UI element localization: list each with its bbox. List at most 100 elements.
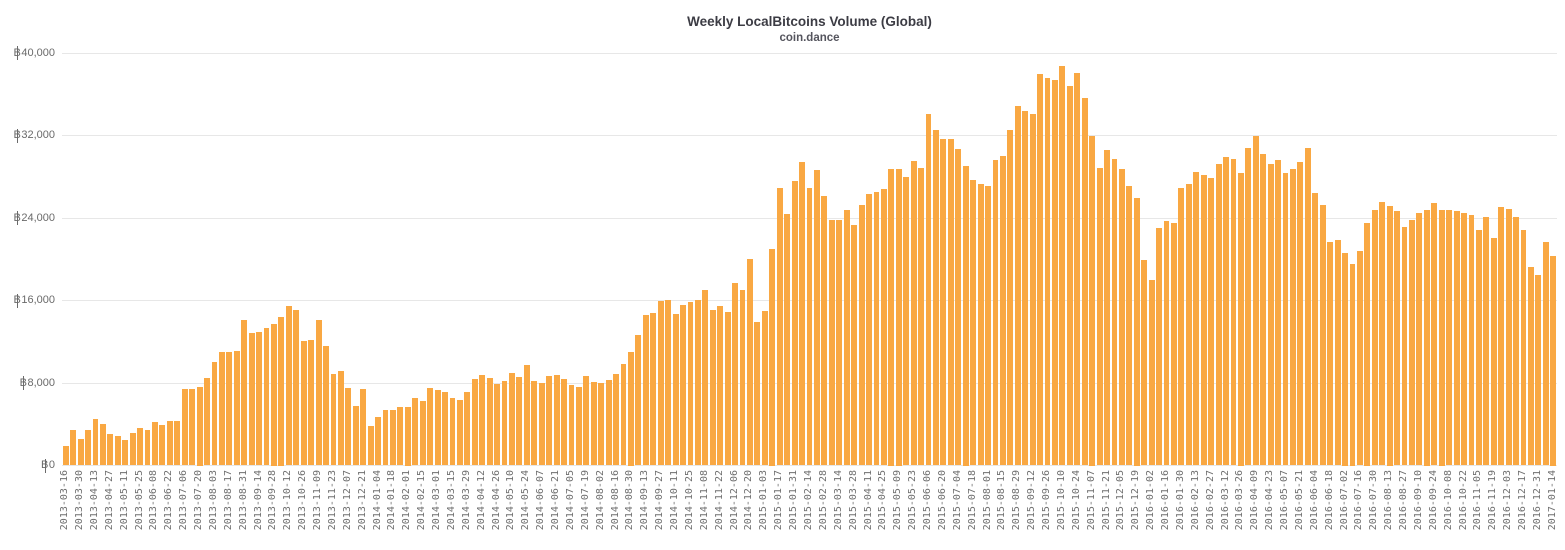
volume-bar[interactable] <box>999 155 1006 466</box>
volume-bar[interactable] <box>181 389 188 466</box>
volume-bar[interactable] <box>516 376 523 466</box>
volume-bar[interactable] <box>1007 130 1014 466</box>
volume-bar[interactable] <box>1498 207 1505 466</box>
volume-bar[interactable] <box>204 377 210 466</box>
volume-bar[interactable] <box>1520 230 1527 466</box>
volume-bar[interactable] <box>1171 222 1177 466</box>
volume-bar[interactable] <box>390 409 396 466</box>
volume-bar[interactable] <box>1178 188 1185 466</box>
volume-bar[interactable] <box>471 378 478 466</box>
volume-bar[interactable] <box>1475 230 1482 466</box>
volume-bar[interactable] <box>613 374 620 466</box>
volume-bar[interactable] <box>1535 275 1542 466</box>
volume-bar[interactable] <box>694 300 701 466</box>
volume-bar[interactable] <box>843 210 850 466</box>
volume-bar[interactable] <box>1215 164 1222 466</box>
volume-bar[interactable] <box>1431 203 1438 466</box>
volume-bar[interactable] <box>546 375 553 466</box>
volume-bar[interactable] <box>226 351 233 466</box>
volume-bar[interactable] <box>583 375 590 466</box>
volume-bar[interactable] <box>918 167 924 466</box>
volume-bar[interactable] <box>1290 169 1296 466</box>
volume-bar[interactable] <box>1156 227 1162 466</box>
volume-bar[interactable] <box>1044 78 1051 466</box>
volume-bar[interactable] <box>77 439 84 466</box>
volume-bar[interactable] <box>1542 241 1549 466</box>
volume-bar[interactable] <box>642 315 649 466</box>
volume-bar[interactable] <box>375 417 382 466</box>
volume-bar[interactable] <box>806 187 813 466</box>
volume-bar[interactable] <box>1223 156 1229 466</box>
volume-bar[interactable] <box>821 196 828 466</box>
volume-bar[interactable] <box>345 388 352 466</box>
volume-bar[interactable] <box>866 193 872 466</box>
volume-bar[interactable] <box>813 170 820 466</box>
volume-bar[interactable] <box>352 405 359 466</box>
volume-bar[interactable] <box>828 219 835 466</box>
volume-bar[interactable] <box>233 350 240 466</box>
volume-bar[interactable] <box>650 312 657 466</box>
volume-bar[interactable] <box>732 283 739 466</box>
volume-bar[interactable] <box>717 305 724 466</box>
volume-bar[interactable] <box>1505 208 1512 466</box>
volume-bar[interactable] <box>189 389 196 466</box>
volume-bar[interactable] <box>635 334 642 466</box>
volume-bar[interactable] <box>784 213 791 466</box>
volume-bar[interactable] <box>620 364 627 466</box>
volume-bar[interactable] <box>315 320 322 466</box>
volume-bar[interactable] <box>598 382 605 466</box>
volume-bar[interactable] <box>159 425 166 466</box>
volume-bar[interactable] <box>114 435 121 466</box>
volume-bar[interactable] <box>1401 226 1408 466</box>
volume-bar[interactable] <box>129 432 136 466</box>
volume-bar[interactable] <box>1096 167 1103 466</box>
volume-bar[interactable] <box>464 392 471 466</box>
volume-bar[interactable] <box>1014 106 1021 466</box>
volume-bar[interactable] <box>278 317 285 466</box>
volume-bar[interactable] <box>271 324 277 466</box>
volume-bar[interactable] <box>1066 85 1073 466</box>
volume-bar[interactable] <box>568 385 575 466</box>
volume-bar[interactable] <box>218 351 225 466</box>
volume-bar[interactable] <box>174 421 181 466</box>
volume-bar[interactable] <box>702 289 709 466</box>
volume-bar[interactable] <box>1148 279 1155 466</box>
volume-bar[interactable] <box>1133 197 1140 466</box>
volume-bar[interactable] <box>910 160 917 466</box>
volume-bar[interactable] <box>337 370 344 466</box>
volume-bar[interactable] <box>1379 202 1386 466</box>
volume-bar[interactable] <box>367 426 374 466</box>
volume-bar[interactable] <box>494 383 501 466</box>
volume-bar[interactable] <box>680 304 686 466</box>
volume-bar[interactable] <box>256 331 263 466</box>
volume-bar[interactable] <box>1074 72 1081 466</box>
volume-bar[interactable] <box>1386 206 1393 466</box>
volume-bar[interactable] <box>1312 192 1319 466</box>
volume-bar[interactable] <box>1252 136 1259 466</box>
volume-bar[interactable] <box>962 166 969 466</box>
volume-bar[interactable] <box>947 138 954 466</box>
volume-bar[interactable] <box>382 409 389 466</box>
volume-bar[interactable] <box>293 310 300 466</box>
volume-bar[interactable] <box>955 148 962 466</box>
volume-bar[interactable] <box>970 180 977 466</box>
volume-bar[interactable] <box>1371 210 1378 466</box>
volume-bar[interactable] <box>442 391 448 466</box>
volume-bar[interactable] <box>1126 186 1133 466</box>
volume-bar[interactable] <box>903 177 910 466</box>
volume-bar[interactable] <box>575 386 582 466</box>
volume-bar[interactable] <box>628 352 634 466</box>
volume-bar[interactable] <box>1304 147 1311 466</box>
volume-bar[interactable] <box>1267 163 1274 466</box>
volume-bar[interactable] <box>769 248 776 466</box>
volume-bar[interactable] <box>427 388 434 466</box>
volume-bar[interactable] <box>1550 255 1557 466</box>
volume-bar[interactable] <box>657 301 664 466</box>
volume-bar[interactable] <box>456 399 463 466</box>
volume-bar[interactable] <box>1163 221 1170 466</box>
volume-bar[interactable] <box>137 428 144 466</box>
volume-bar[interactable] <box>1461 213 1467 466</box>
volume-bar[interactable] <box>895 168 902 466</box>
volume-bar[interactable] <box>285 306 292 466</box>
volume-bar[interactable] <box>858 205 865 466</box>
